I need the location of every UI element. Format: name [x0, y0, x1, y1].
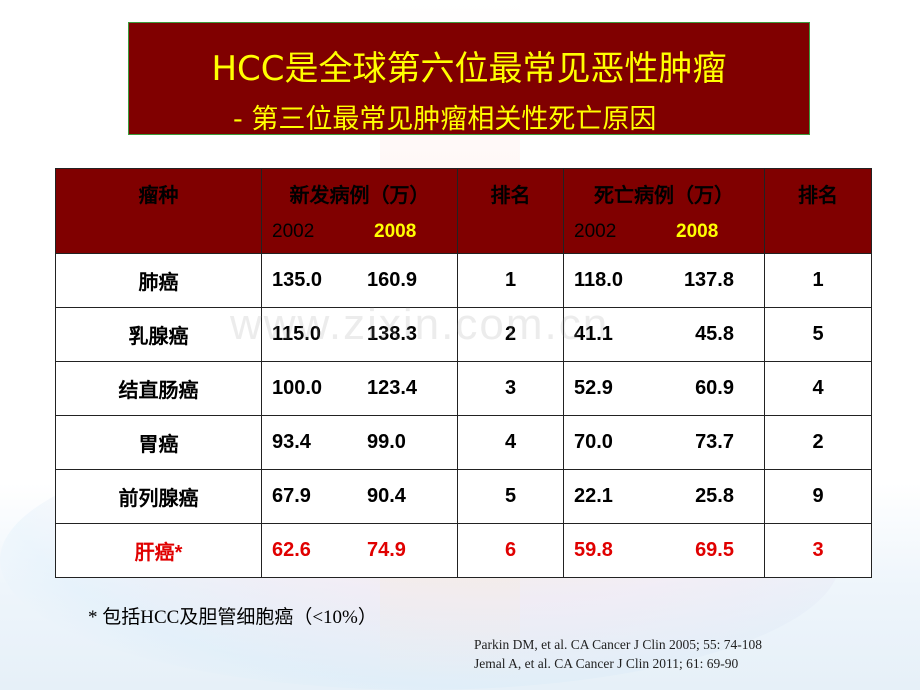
table-body: 肺癌 135.0 160.9 1 118.0 137.8 1 乳腺癌 115.0 138.3 2 41… [55, 253, 872, 578]
incidence-rank: 3 [504, 377, 517, 399]
title-box: HCC是全球第六位最常见恶性肿瘤 - 第三位最常见肿瘤相关性死亡原因 [128, 22, 810, 135]
watermark: www.zixin.com.cn [230, 300, 610, 349]
deaths-2002: 41.1 [574, 323, 613, 345]
incidence-2002: 135.0 [272, 269, 323, 291]
deaths-2002: 22.1 [574, 485, 613, 507]
deaths-2008: 60.9 [695, 377, 734, 399]
tumor-name: 前列腺癌 [118, 488, 199, 510]
incidence-2008: 123.4 [367, 377, 418, 399]
subtitle: - 第三位最常见肿瘤相关性死亡原因 [233, 104, 657, 135]
incidence-2008: 99.0 [367, 431, 406, 453]
incidence-2008: 74.9 [367, 539, 406, 561]
header-year-2008: 2008 [374, 221, 417, 242]
table-row: 结直肠癌 100.0 123.4 3 52.9 60.9 4 [55, 361, 872, 416]
header-rank: 排名 [798, 185, 838, 207]
incidence-rank: 5 [504, 485, 517, 507]
incidence-rank: 6 [504, 539, 517, 561]
death-rank: 3 [812, 539, 824, 561]
tumor-name: 肺癌 [138, 272, 179, 294]
death-rank: 1 [812, 269, 824, 291]
incidence-2002: 115.0 [272, 323, 321, 345]
deaths-2002: 118.0 [574, 269, 623, 291]
title: HCC是全球第六位最常见恶性肿瘤 [211, 49, 727, 89]
deaths-2008: 25.8 [695, 485, 734, 507]
reference: Jemal A, et al. CA Cancer J Clin 2011; 6… [474, 656, 739, 671]
death-rank: 5 [812, 323, 824, 345]
death-rank: 4 [812, 377, 824, 399]
tumor-name: 胃癌 [138, 434, 179, 456]
incidence-2002: 100.0 [272, 377, 323, 399]
deaths-2008: 73.7 [695, 431, 734, 453]
header-rank: 排名 [490, 185, 531, 207]
incidence-2008: 160.9 [367, 269, 418, 291]
table-row: 乳腺癌 115.0 138.3 2 41.1 45.8 5 [55, 307, 872, 362]
footnote: * 包括HCC及胆管细胞癌（<10%） [88, 607, 377, 628]
incidence-2002: 62.6 [272, 539, 311, 561]
deaths-2008: 137.8 [683, 269, 734, 291]
header-tumor: 瘤种 [138, 185, 179, 207]
incidence-rank: 4 [504, 431, 517, 453]
table-row: 肺癌 135.0 160.9 1 118.0 137.8 1 [55, 253, 872, 308]
header-year-2002: 2002 [574, 221, 617, 242]
deaths-2002: 59.8 [574, 539, 613, 561]
death-rank: 2 [812, 431, 824, 453]
header-year-2008: 2008 [676, 221, 719, 242]
table-row: 肝癌* 62.6 74.9 6 59.8 69.5 3 [55, 523, 872, 578]
header-incidence: 新发病例（万） [289, 185, 430, 207]
table-row: 前列腺癌 67.9 90.4 5 22.1 25.8 9 [55, 469, 872, 524]
tumor-name: 结直肠癌 [118, 380, 199, 402]
header-year-2002: 2002 [272, 221, 315, 242]
death-rank: 9 [812, 485, 824, 507]
tumor-name: 肝癌* [134, 542, 183, 564]
incidence-rank: 1 [504, 269, 517, 291]
header-deaths: 死亡病例（万） [594, 185, 734, 207]
incidence-rank: 2 [504, 323, 517, 345]
deaths-2008: 69.5 [695, 539, 734, 561]
table-row: 胃癌 93.4 99.0 4 70.0 73.7 2 [55, 415, 872, 470]
tumor-name: 乳腺癌 [128, 326, 189, 348]
incidence-2002: 93.4 [272, 431, 311, 453]
deaths-2002: 70.0 [574, 431, 613, 453]
incidence-2002: 67.9 [272, 485, 311, 507]
deaths-2002: 52.9 [574, 377, 613, 399]
cancer-table: 瘤种 新发病例（万） 2002 2008 排名 死亡病例（万） 2002 200… [55, 168, 872, 578]
incidence-2008: 138.3 [367, 323, 418, 345]
incidence-2008: 90.4 [367, 485, 406, 507]
reference: Parkin DM, et al. CA Cancer J Clin 2005;… [474, 637, 762, 652]
deaths-2008: 45.8 [695, 323, 734, 345]
